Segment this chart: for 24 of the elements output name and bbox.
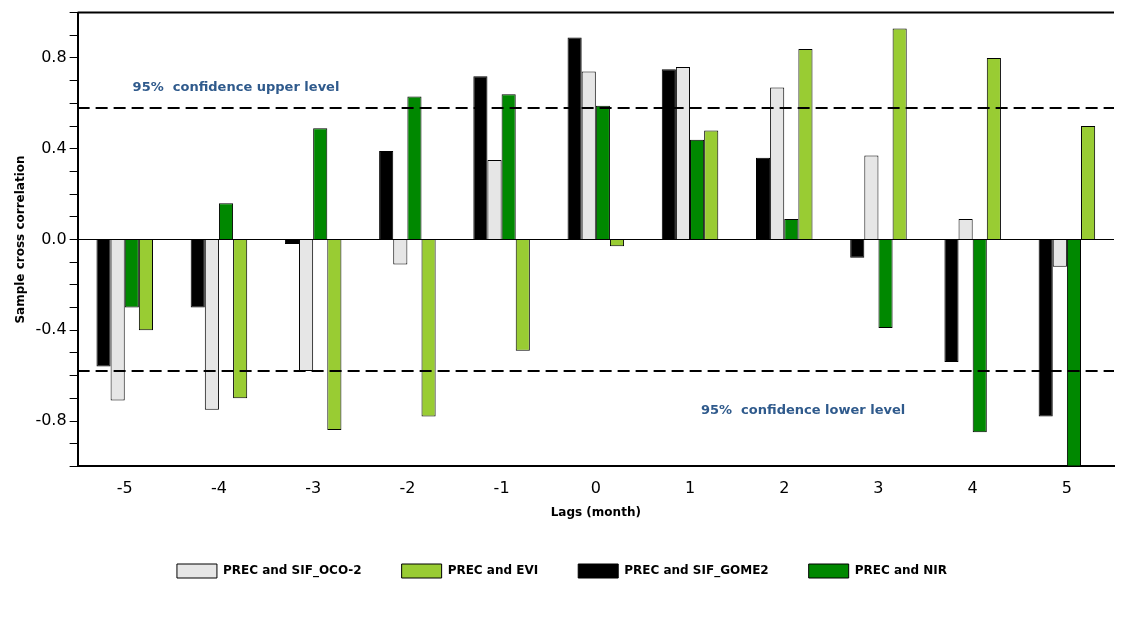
legend-label: PREC and SIF_GOME2 [624,563,769,579]
ref-line-label: 95% confidence lower level [700,402,906,418]
x-tick-label: 3 [873,478,884,498]
x-tick-label: 4 [967,478,978,498]
legend-label: PREC and SIF_OCO-2 [222,563,362,579]
x-tick-label: -5 [116,478,133,498]
y-tick-label: -0.8 [35,410,67,430]
x-tick-label: -2 [399,478,416,498]
y-tick-label: 0.8 [41,47,67,67]
x-tick-label: 0 [590,478,601,498]
x-tick-label: -3 [305,478,322,498]
x-tick-label: -1 [493,478,510,498]
x-tick-label: 2 [779,478,790,498]
y-tick-label: -0.4 [35,319,67,339]
x-axis-title: Lags (month) [550,504,641,519]
legend-label: PREC and NIR [854,563,948,578]
legend-label: PREC and EVI [447,563,539,578]
x-tick-label: -4 [210,478,227,498]
y-tick-label: 0.4 [41,137,67,157]
x-tick-label: 5 [1061,478,1072,498]
y-axis-title: Sample cross correlation [13,155,28,324]
x-tick-label: 1 [684,478,696,498]
y-tick-label: 0.0 [41,228,67,248]
ref-line-label: 95% confidence upper level [132,79,340,95]
